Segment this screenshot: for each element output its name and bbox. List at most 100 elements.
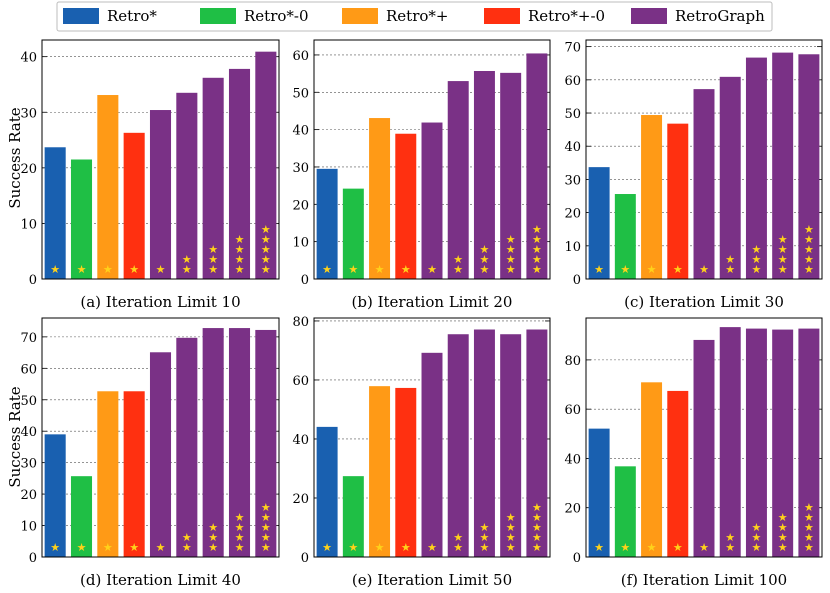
bar: [44, 147, 66, 279]
y-tick-label: 20: [292, 492, 309, 507]
star-marker: ★: [506, 253, 516, 266]
bar: [745, 328, 767, 557]
star-marker: ★: [725, 541, 735, 554]
bar: [473, 70, 495, 279]
bar: [342, 188, 364, 279]
bar: [641, 382, 663, 557]
bar: [97, 391, 119, 557]
y-tick-label: 40: [564, 452, 581, 467]
bar: [588, 167, 610, 279]
y-tick-label: 20: [20, 162, 37, 177]
star-marker: ★: [506, 521, 516, 534]
subplot-title: (c) Iteration Limit 30: [624, 293, 784, 311]
star-marker: ★: [322, 541, 332, 554]
y-tick-label: 30: [20, 457, 37, 472]
star-marker: ★: [182, 541, 192, 554]
y-tick-label: 40: [20, 425, 37, 440]
bar: [255, 51, 277, 280]
star-marker: ★: [348, 541, 358, 554]
star-marker: ★: [532, 521, 542, 534]
star-marker: ★: [532, 223, 542, 236]
star-marker: ★: [261, 263, 271, 276]
star-marker: ★: [235, 541, 245, 554]
star-marker: ★: [752, 541, 762, 554]
star-marker: ★: [261, 541, 271, 554]
star-marker: ★: [506, 243, 516, 256]
bar: [614, 194, 636, 279]
bar: [176, 92, 198, 279]
star-marker: ★: [235, 521, 245, 534]
star-marker: ★: [532, 263, 542, 276]
star-marker: ★: [261, 531, 271, 544]
bar: [798, 328, 820, 557]
star-marker: ★: [673, 263, 683, 276]
bar: [667, 123, 689, 280]
star-marker: ★: [261, 521, 271, 534]
y-tick-label: 20: [564, 207, 581, 222]
bar: [693, 339, 715, 557]
bar: [719, 76, 741, 280]
legend: Retro* Retro*-0 Retro*+ Retro*+-0 RetroGraph: [56, 1, 773, 32]
y-tick-label: 10: [292, 236, 309, 251]
star-marker: ★: [594, 541, 604, 554]
star-marker: ★: [156, 541, 166, 554]
y-tick-label: 0: [29, 273, 37, 288]
axes-frame: [585, 39, 823, 280]
y-tick-label: 40: [292, 433, 309, 448]
star-marker: ★: [453, 531, 463, 544]
star-marker: ★: [752, 243, 762, 256]
bar: [614, 466, 636, 557]
star-marker: ★: [699, 541, 709, 554]
legend-swatch: [200, 8, 236, 24]
y-tick-label: 20: [292, 198, 309, 213]
legend-label: Retro*: [107, 7, 157, 25]
bar: [526, 329, 548, 557]
star-marker: ★: [261, 253, 271, 266]
axes-frame: [585, 317, 823, 558]
y-tick-label: 70: [564, 41, 581, 56]
star-marker: ★: [532, 501, 542, 514]
y-tick-label: 50: [292, 86, 309, 101]
star-marker: ★: [804, 253, 814, 266]
y-tick-label: 10: [564, 240, 581, 255]
y-tick-label: 60: [564, 403, 581, 418]
y-tick-label: 40: [20, 51, 37, 66]
star-marker: ★: [235, 243, 245, 256]
star-marker: ★: [804, 243, 814, 256]
legend-swatch: [342, 8, 378, 24]
y-tick-label: 70: [20, 331, 37, 346]
star-marker: ★: [647, 541, 657, 554]
y-axis-label: Success Rate: [6, 107, 24, 208]
bar: [473, 329, 495, 557]
y-tick-label: 0: [573, 551, 581, 566]
star-marker: ★: [804, 223, 814, 236]
star-marker: ★: [804, 521, 814, 534]
subplot-title: (a) Iteration Limit 10: [80, 293, 240, 311]
star-marker: ★: [129, 263, 139, 276]
star-marker: ★: [480, 253, 490, 266]
bar: [176, 337, 198, 557]
star-marker: ★: [103, 263, 113, 276]
y-tick-label: 80: [292, 315, 309, 330]
star-marker: ★: [208, 253, 218, 266]
star-marker: ★: [77, 541, 87, 554]
star-marker: ★: [532, 511, 542, 524]
star-marker: ★: [506, 263, 516, 276]
star-marker: ★: [375, 541, 385, 554]
bar: [97, 95, 119, 280]
star-marker: ★: [208, 541, 218, 554]
bar: [693, 89, 715, 279]
star-marker: ★: [778, 511, 788, 524]
bar: [719, 327, 741, 557]
star-marker: ★: [506, 511, 516, 524]
star-marker: ★: [208, 531, 218, 544]
y-tick-label: 0: [573, 273, 581, 288]
legend-swatch: [63, 8, 99, 24]
star-marker: ★: [208, 521, 218, 534]
y-tick-label: 0: [301, 273, 309, 288]
star-marker: ★: [208, 243, 218, 256]
star-marker: ★: [480, 243, 490, 256]
